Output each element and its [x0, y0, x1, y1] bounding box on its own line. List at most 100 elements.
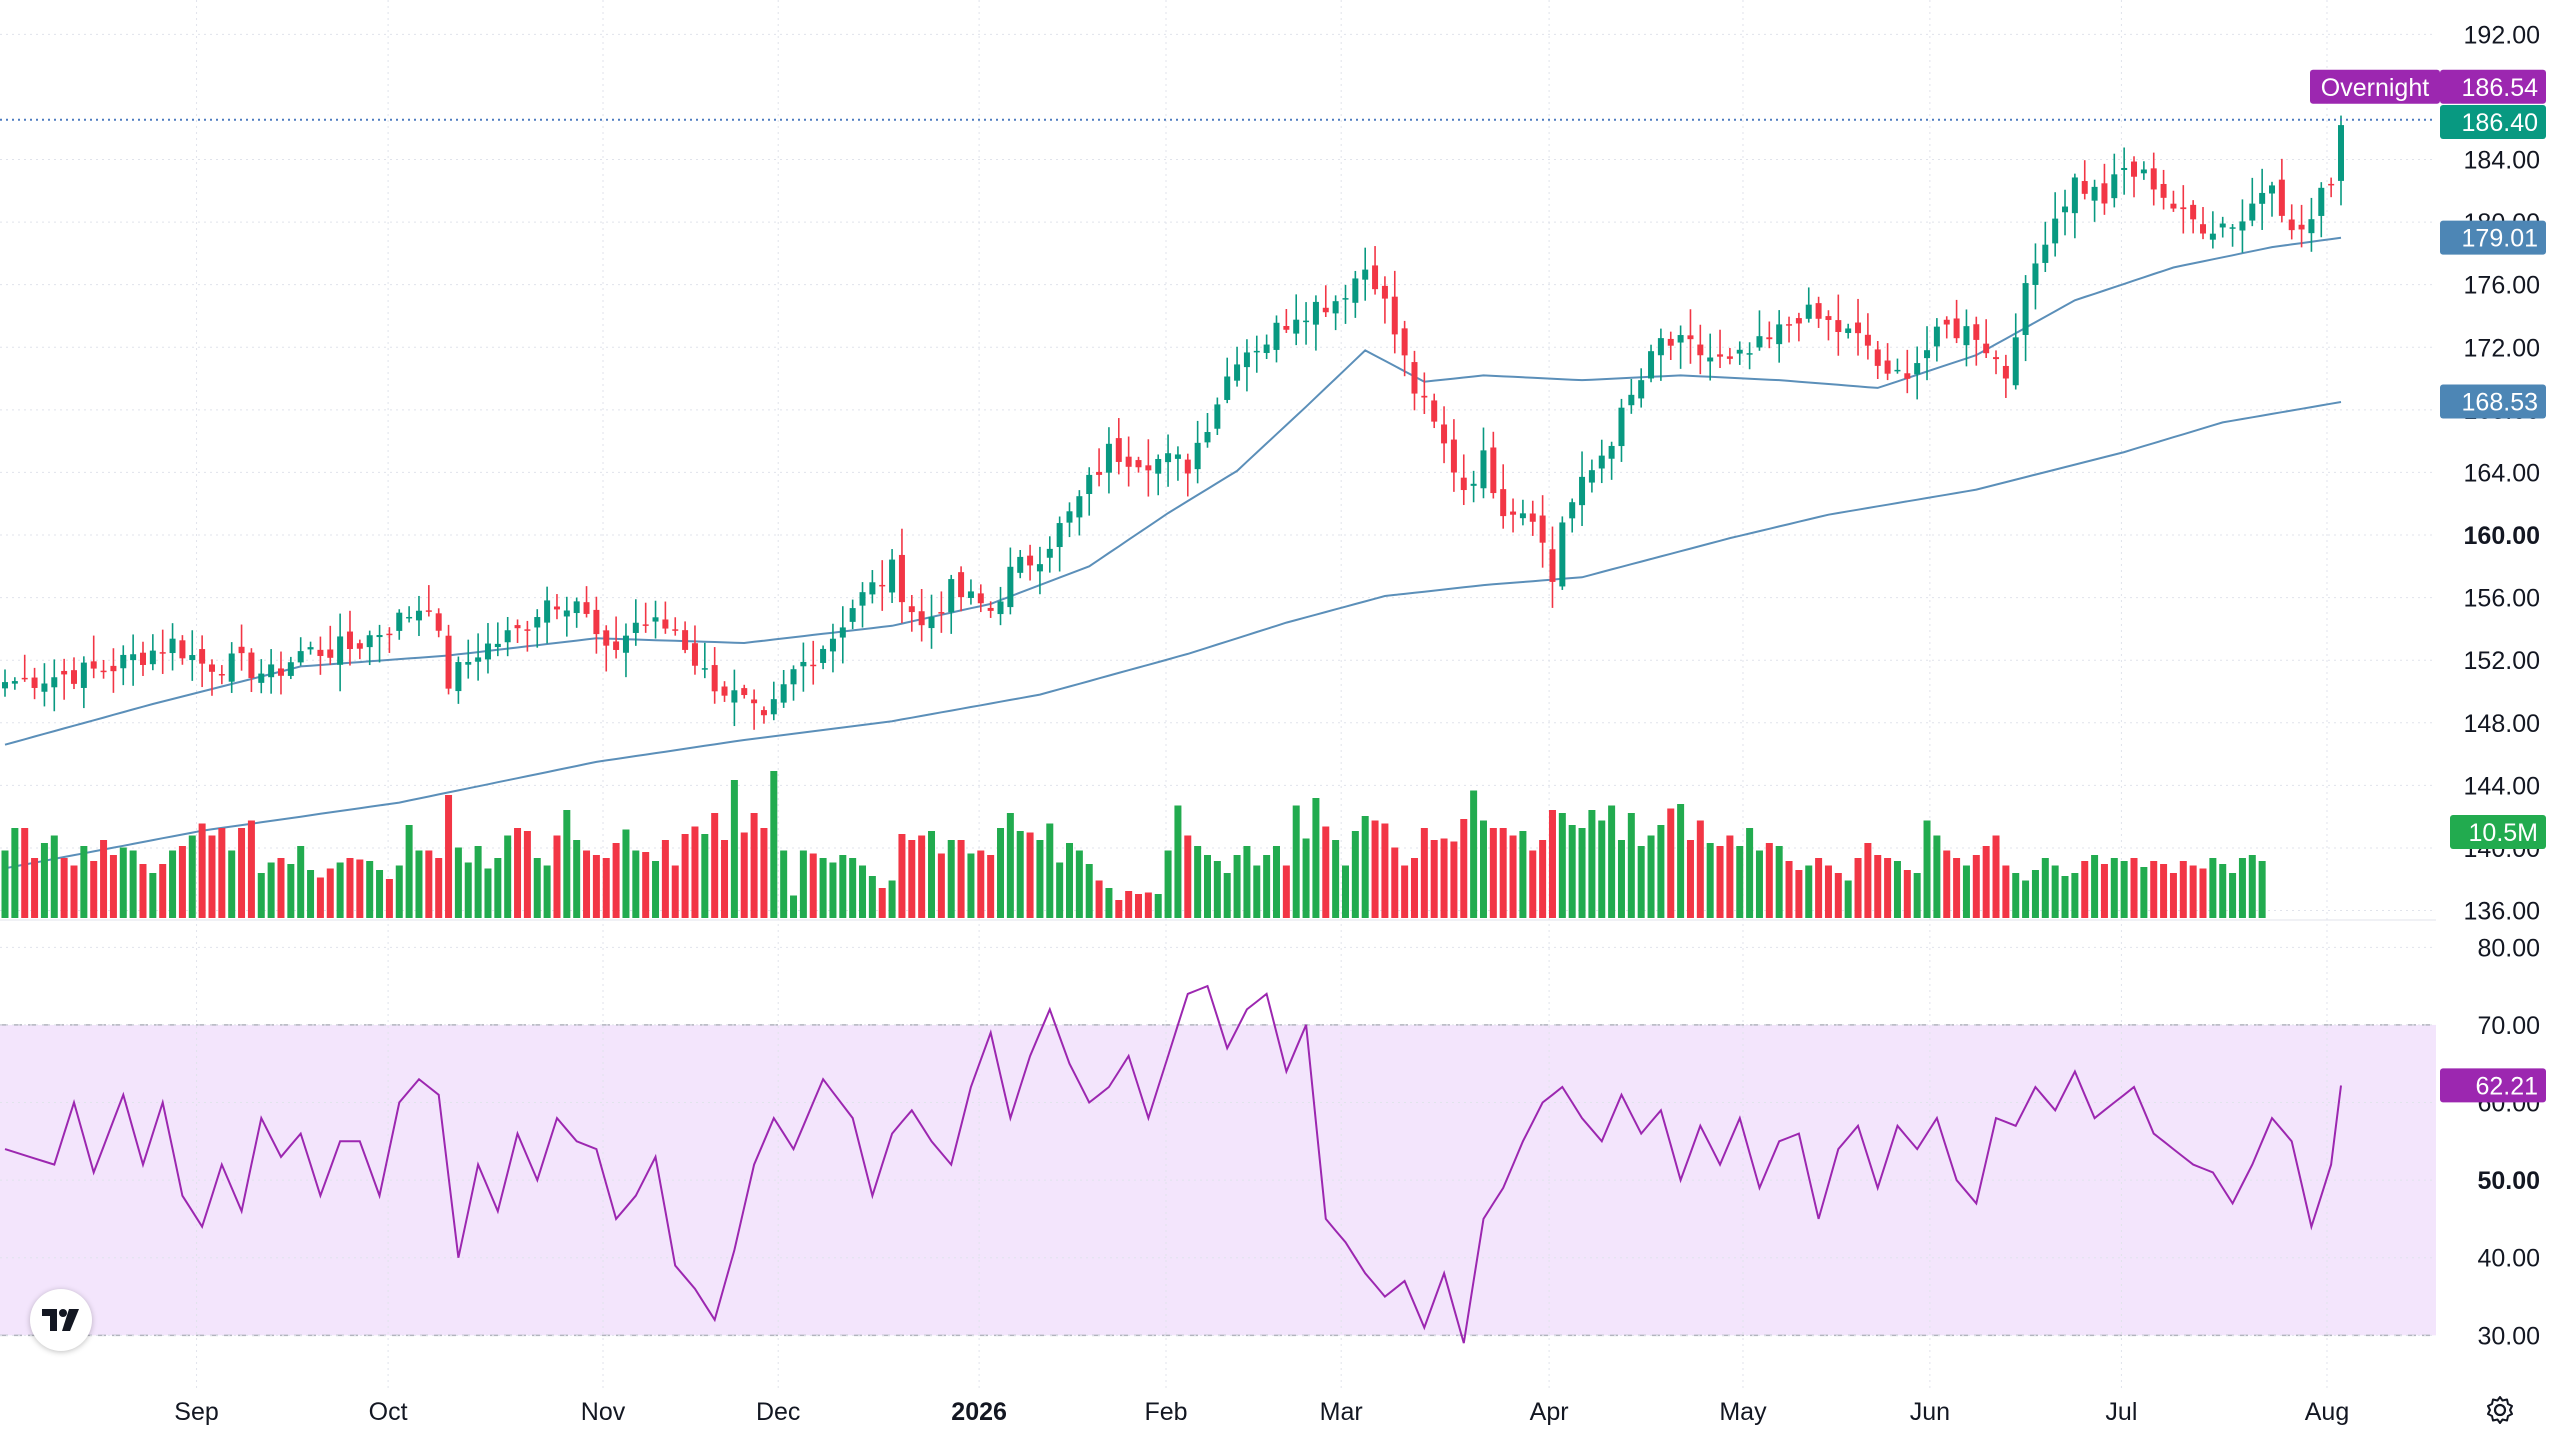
candle-body	[406, 616, 413, 619]
candle	[21, 654, 28, 682]
candle-body	[327, 649, 334, 658]
candle	[258, 659, 265, 694]
candle	[169, 623, 176, 671]
candle	[1717, 329, 1724, 369]
time-tick-label: Apr	[1530, 1398, 1569, 1426]
candle-body	[908, 606, 915, 613]
candle-body	[356, 643, 363, 649]
candle-body	[1717, 354, 1724, 357]
candle-body	[396, 612, 403, 631]
candle	[396, 609, 403, 640]
candle-body	[839, 627, 846, 638]
volume-bar	[2160, 864, 2168, 918]
candle-body	[1588, 470, 1595, 483]
volume-bar	[1617, 840, 1625, 918]
candle	[1135, 456, 1142, 473]
candle-body	[800, 661, 807, 667]
candle-body	[2052, 218, 2059, 244]
candle	[41, 663, 48, 707]
candle	[11, 677, 18, 690]
volume-bar	[1834, 873, 1842, 918]
volume-bar	[740, 832, 748, 918]
candle-body	[1864, 334, 1871, 346]
candle	[139, 641, 146, 676]
candle	[898, 528, 905, 624]
candle	[632, 599, 639, 646]
volume-bar	[2248, 855, 2256, 918]
candle-body	[1027, 555, 1034, 566]
volume-bar	[2022, 880, 2030, 918]
candle-body	[563, 610, 570, 617]
candle	[1086, 467, 1093, 516]
candle-body	[2308, 219, 2315, 234]
candle-body	[1332, 301, 1339, 314]
volume-bar	[1903, 870, 1911, 918]
candle	[2071, 173, 2078, 239]
volume-bar	[2031, 870, 2039, 918]
time-tick-label: Aug	[2305, 1398, 2349, 1426]
candle	[1273, 315, 1280, 363]
volume-bar	[1509, 835, 1517, 918]
candle	[1825, 310, 1832, 341]
volume-bar	[652, 861, 660, 918]
volume-bar	[1933, 835, 1941, 918]
volume-bar	[1815, 858, 1823, 918]
candle	[967, 579, 974, 605]
candle-body	[1618, 407, 1625, 447]
candle	[1293, 294, 1300, 346]
volume-bar	[1263, 855, 1271, 918]
volume-bar	[267, 862, 275, 918]
volume-bar	[1450, 841, 1458, 918]
candle	[2012, 313, 2019, 390]
price-axis[interactable]: 192.00184.00180.00176.00172.00168.00164.…	[2464, 21, 2540, 925]
candle	[1174, 446, 1181, 481]
volume-bar	[1943, 850, 1951, 918]
volume-bar	[1499, 828, 1507, 918]
candle	[2249, 177, 2256, 227]
gear-icon[interactable]	[2480, 1390, 2520, 1430]
candle-body	[1135, 460, 1142, 468]
candle-body	[1460, 477, 1467, 491]
candle-body	[662, 619, 669, 629]
candle	[1943, 316, 1950, 339]
candle	[1441, 406, 1448, 464]
candle	[1431, 393, 1438, 429]
candle	[1155, 454, 1162, 496]
candle-body	[1046, 548, 1053, 558]
candle	[1963, 309, 1970, 367]
volume-bar	[1184, 835, 1192, 918]
candle-body	[475, 657, 482, 662]
candle-body	[199, 649, 206, 664]
volume-bar	[2258, 861, 2266, 918]
volume-bar	[937, 853, 945, 918]
price-tick-label: 148.00	[2464, 710, 2540, 738]
time-tick-label: Feb	[1144, 1398, 1187, 1426]
volume-bar	[238, 828, 246, 918]
tradingview-logo-icon[interactable]	[30, 1289, 92, 1351]
volume-bar	[1046, 823, 1054, 918]
candle	[415, 595, 422, 637]
volume-bar	[997, 828, 1005, 918]
candle	[1697, 324, 1704, 375]
candle-body	[1411, 362, 1418, 394]
candle-body	[1756, 336, 1763, 348]
volume-bar	[247, 820, 255, 918]
candle-body	[1450, 439, 1457, 473]
volume-bar	[1272, 846, 1280, 918]
candle-body	[2328, 183, 2335, 186]
volume-bar	[681, 834, 689, 918]
volume-bar	[1194, 846, 1202, 918]
volume-bar	[494, 858, 502, 918]
candle-body	[268, 664, 275, 678]
volume-bar	[1726, 835, 1734, 918]
candle-body	[2032, 263, 2039, 285]
volume-bar	[523, 831, 531, 918]
candle	[307, 641, 314, 655]
candle-body	[1776, 324, 1783, 345]
volume-bar	[1627, 813, 1635, 918]
candle-body	[2190, 204, 2197, 220]
candle-body	[1904, 373, 1911, 379]
time-axis[interactable]: Sep Oct Nov Dec 2026 Feb Mar Apr May Jun Jul Aug	[174, 1398, 2349, 1426]
time-tick-label: 2026	[951, 1398, 1007, 1426]
